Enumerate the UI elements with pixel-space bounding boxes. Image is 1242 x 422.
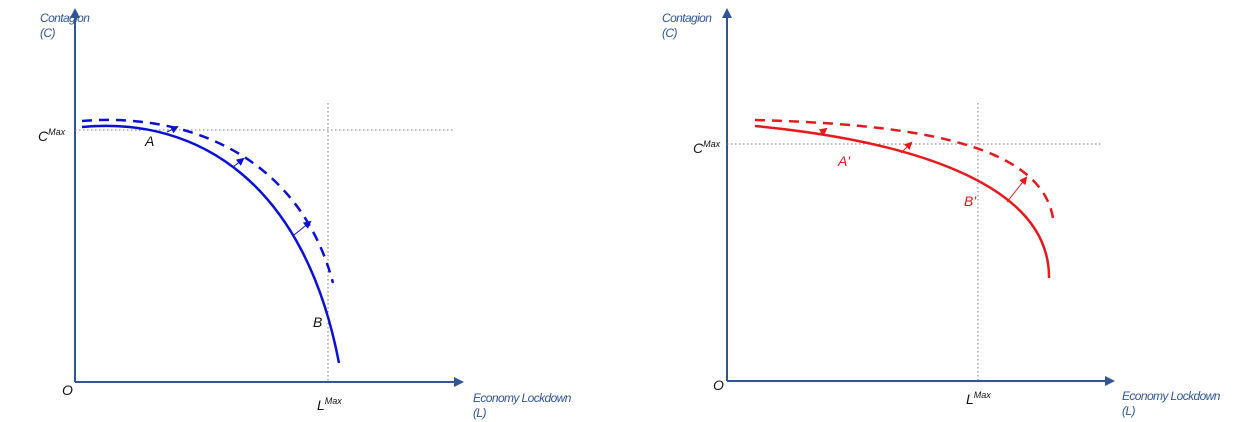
- right-y-axis-title: Contagion: [662, 11, 712, 25]
- right-lmax-label: LMax: [966, 390, 991, 407]
- right-solid-frontier-curve: [754, 124, 1051, 279]
- left-shift-arrow-2: [232, 157, 245, 168]
- right-cmax-label: CMax: [693, 139, 721, 156]
- left-x-axis-symbol: (L): [473, 406, 486, 420]
- right-panel: Contagion (C) Economy Lockdown (L) O CMa…: [662, 8, 1221, 418]
- left-dashed-frontier-curve: [81, 118, 335, 284]
- left-point-a-label: A: [144, 133, 154, 149]
- right-x-axis-symbol: (L): [1122, 404, 1135, 418]
- left-point-b-label: B: [313, 314, 322, 330]
- left-y-axis-symbol: (C): [40, 26, 55, 40]
- left-shift-arrow-1: [166, 126, 179, 134]
- left-origin-label: O: [62, 382, 73, 398]
- right-x-axis-title: Economy Lockdown: [1122, 389, 1221, 403]
- left-x-axis-title: Economy Lockdown: [473, 391, 572, 405]
- left-shift-arrow-3: [293, 220, 312, 236]
- right-dashed-frontier-curve: [754, 118, 1055, 219]
- left-cmax-label: CMax: [38, 127, 66, 144]
- left-panel: Contagion (C) Economy Lockdown (L) O CMa…: [38, 8, 572, 420]
- right-point-a-label: A': [837, 153, 851, 169]
- left-lmax-label: LMax: [317, 396, 342, 413]
- right-shift-arrow-2: [900, 141, 913, 154]
- right-shift-arrow-1: [817, 127, 828, 136]
- left-solid-frontier-curve: [81, 124, 341, 364]
- left-y-axis-title: Contagion: [40, 11, 90, 25]
- right-shift-arrow-3: [1006, 176, 1028, 203]
- right-point-b-label: B': [964, 193, 977, 209]
- right-origin-label: O: [713, 377, 724, 393]
- right-y-axis-symbol: (C): [662, 26, 677, 40]
